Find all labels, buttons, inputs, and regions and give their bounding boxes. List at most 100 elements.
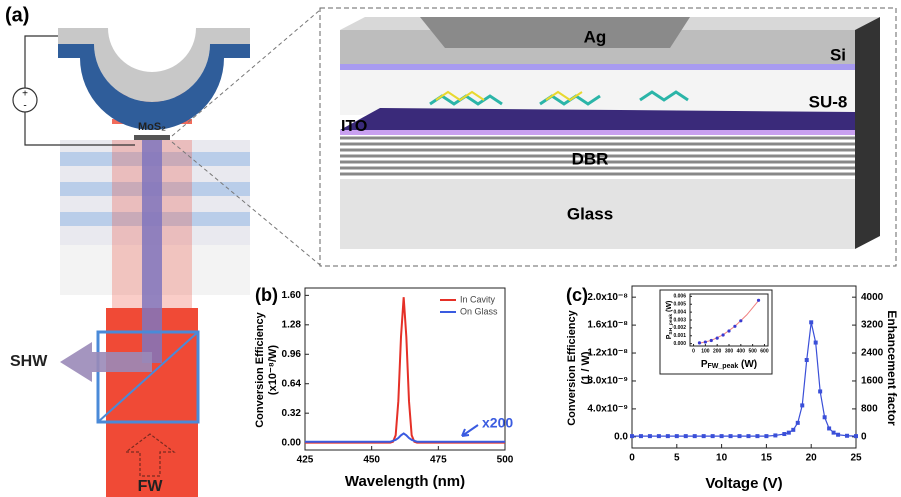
label-main: P — [666, 334, 673, 339]
label-sub: FW_peak — [708, 363, 739, 370]
inset-y-label: PSH_peak (W) — [666, 301, 674, 340]
y-tick-label: 1.6x10⁻⁸ — [587, 320, 628, 331]
marker — [809, 320, 814, 325]
y2-tick-label: 0 — [861, 431, 867, 442]
y-tick-label: 0.96 — [282, 349, 302, 360]
y-axis-label: Conversion Efficiency — [566, 309, 578, 425]
x-tick-label: 200 — [713, 348, 722, 354]
label-unit: (W) — [666, 301, 673, 314]
x-tick-label: 0 — [692, 348, 695, 354]
su8-layer — [340, 70, 855, 115]
marker — [683, 434, 688, 439]
marker — [831, 430, 836, 435]
y2-tick-label: 2400 — [861, 348, 884, 359]
x-tick-label: 450 — [363, 455, 380, 466]
marker — [818, 389, 823, 394]
y-axis-label: Conversion Efficiency — [254, 311, 266, 427]
marker — [692, 434, 697, 439]
x-tick-label: 20 — [806, 453, 818, 464]
marker — [737, 434, 742, 439]
inset-x-label: PFW_peak (W) — [701, 359, 757, 370]
plus-sign: + — [22, 89, 28, 100]
splitter-diagonal — [97, 331, 199, 423]
marker — [674, 434, 679, 439]
ito-label: ITO — [341, 118, 367, 135]
marker — [755, 434, 760, 439]
y2-tick-label: 800 — [861, 404, 878, 415]
y-tick-label: 0.006 — [673, 294, 686, 300]
y-tick-label: 8.0x10⁻⁹ — [587, 376, 628, 387]
y2-tick-label: 1600 — [861, 376, 884, 387]
ito-edge — [340, 130, 855, 135]
marker — [721, 333, 725, 337]
wire — [24, 35, 135, 146]
y-tick-label: 0.00 — [282, 437, 302, 448]
fw-label: FW — [138, 478, 164, 495]
marker — [665, 434, 670, 439]
marker — [746, 434, 751, 439]
marker — [656, 434, 661, 439]
marker — [854, 434, 858, 439]
marker — [764, 434, 769, 439]
y-tick-label: 0.005 — [673, 302, 686, 308]
marker — [719, 434, 724, 439]
y-axis-label: (1 / W) — [580, 351, 592, 384]
x-tick-label: 500 — [748, 348, 757, 354]
y2-tick-label: 3200 — [861, 320, 884, 331]
y-tick-label: 2.0x10⁻⁸ — [587, 292, 628, 303]
ag-recess — [420, 17, 690, 48]
y-tick-label: 0.004 — [673, 309, 686, 315]
side-face — [855, 17, 880, 249]
marker — [728, 434, 733, 439]
panel-a: + - MoS₂ SHW FW (a) — [5, 4, 321, 497]
panel-label: (b) — [255, 285, 278, 305]
label-sub: SH_peak — [668, 314, 674, 335]
device-schematic: Ag Si SU-8 ITO DBR Glass — [319, 7, 897, 267]
y2-tick-label: 4000 — [861, 292, 884, 303]
plot-frame — [631, 285, 857, 449]
marker — [715, 336, 719, 340]
dbr-stripes — [340, 136, 855, 176]
y-tick-label: 0.64 — [282, 378, 302, 389]
x-tick-label: 400 — [737, 348, 746, 354]
marker — [795, 420, 800, 425]
x-tick-label: 25 — [850, 453, 862, 464]
marker — [630, 434, 634, 439]
shw-label: SHW — [10, 353, 48, 370]
marker — [782, 432, 787, 437]
series-line — [305, 297, 505, 444]
y-tick-label: 0.003 — [673, 317, 686, 323]
x-tick-label: 100 — [701, 348, 710, 354]
inset-background — [659, 289, 773, 375]
annotation-arrow — [461, 424, 479, 437]
x-tick-label: 600 — [760, 348, 769, 354]
marker — [800, 403, 805, 408]
marker — [710, 434, 715, 439]
mos2-flake — [134, 135, 170, 140]
marker — [756, 298, 761, 302]
marker — [786, 430, 791, 435]
beam-splitter — [96, 330, 200, 424]
label-main: P — [701, 359, 708, 370]
marker — [822, 415, 827, 420]
x-tick-label: 5 — [674, 453, 680, 464]
y-tick-label: 0.32 — [282, 408, 302, 419]
ag-label: Ag — [584, 27, 607, 46]
mirror-electrode — [58, 44, 250, 130]
panel-label: (c) — [566, 285, 588, 305]
y-tick-label: 4.0x10⁻⁹ — [587, 404, 628, 415]
si-label: Si — [830, 45, 846, 64]
x-axis-label: Wavelength (nm) — [345, 473, 465, 490]
x-tick-label: 300 — [725, 348, 734, 354]
dbr-label: DBR — [572, 149, 609, 168]
x-axis-label: Voltage (V) — [705, 475, 782, 492]
annotation: x200 — [482, 415, 513, 431]
mirror-top — [58, 28, 250, 102]
series-line — [305, 432, 505, 443]
fw-arrow — [124, 433, 176, 477]
plot-frame — [304, 287, 506, 451]
marker — [709, 338, 713, 343]
shw-beam — [142, 138, 162, 363]
top-ito — [340, 64, 855, 70]
